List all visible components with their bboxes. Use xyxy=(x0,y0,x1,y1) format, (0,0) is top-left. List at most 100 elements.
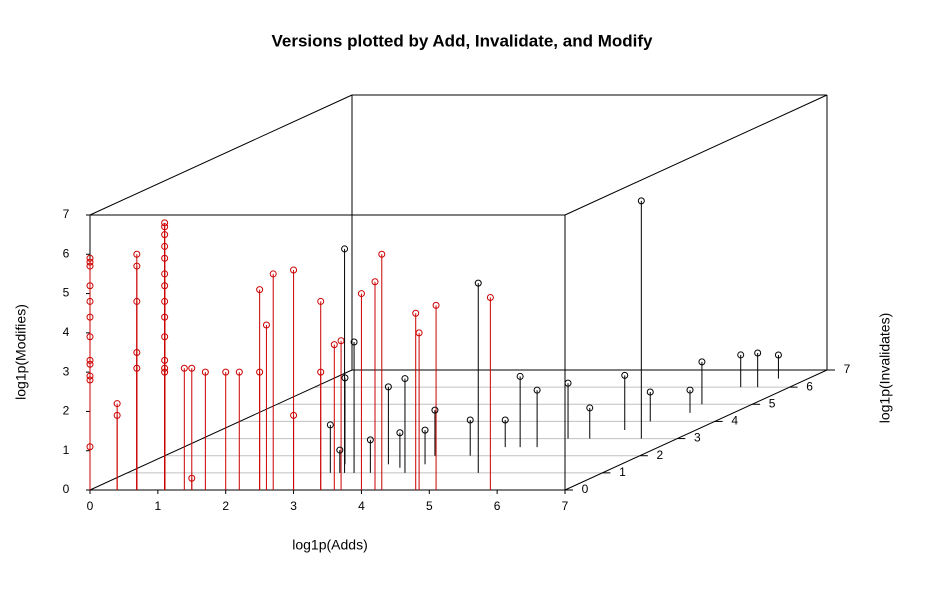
z-tick-label: 2 xyxy=(657,448,664,462)
point xyxy=(86,360,94,368)
point xyxy=(161,231,169,239)
point xyxy=(371,278,379,286)
x-tick-label: 3 xyxy=(290,499,297,513)
point xyxy=(201,368,209,376)
point xyxy=(317,368,325,376)
point xyxy=(412,309,420,317)
point xyxy=(290,411,298,419)
point xyxy=(86,333,94,341)
x-tick-label: 1 xyxy=(155,499,162,513)
point xyxy=(350,338,358,346)
point xyxy=(269,270,277,278)
point xyxy=(161,282,169,290)
point xyxy=(86,254,94,262)
y-tick-label: 4 xyxy=(63,325,70,339)
point xyxy=(486,294,494,301)
point xyxy=(86,372,94,380)
point xyxy=(86,262,94,270)
y-tick-label: 2 xyxy=(63,404,70,418)
point xyxy=(431,406,439,414)
point xyxy=(161,223,169,231)
point xyxy=(161,254,169,262)
point xyxy=(516,372,524,380)
point xyxy=(290,266,298,274)
point xyxy=(133,349,141,356)
point xyxy=(384,383,392,391)
z-tick-label: 3 xyxy=(694,431,701,445)
y-tick-label: 0 xyxy=(63,482,70,496)
point xyxy=(188,474,196,482)
point xyxy=(180,364,188,372)
point xyxy=(161,333,169,341)
x-tick-label: 6 xyxy=(494,499,501,513)
point xyxy=(698,358,706,366)
y-tick-label: 5 xyxy=(63,286,70,300)
point xyxy=(161,270,169,278)
point xyxy=(161,313,169,321)
point xyxy=(188,364,196,372)
y-tick-label: 3 xyxy=(63,364,70,378)
x-tick-label: 4 xyxy=(358,499,365,513)
point xyxy=(113,411,121,419)
y-tick-label: 7 xyxy=(63,207,70,221)
point xyxy=(161,368,169,376)
box-edge xyxy=(89,369,353,491)
point xyxy=(401,375,409,383)
point xyxy=(161,242,169,250)
y-axis-label: log1p(Modifies) xyxy=(13,304,29,400)
point xyxy=(754,349,762,357)
point xyxy=(341,245,349,253)
z-axis-label: log1p(Invalidates) xyxy=(877,313,893,424)
point xyxy=(330,341,338,349)
point xyxy=(564,379,572,387)
point xyxy=(421,426,429,434)
point xyxy=(113,400,121,408)
point xyxy=(357,290,365,298)
x-tick-label: 5 xyxy=(426,499,433,513)
z-tick-label: 7 xyxy=(844,362,851,376)
box-edge xyxy=(89,94,353,216)
point xyxy=(161,297,169,305)
point xyxy=(222,368,230,376)
point xyxy=(86,443,94,451)
point xyxy=(86,297,94,305)
chart-title: Versions plotted by Add, Invalidate, and… xyxy=(272,31,654,50)
point xyxy=(317,297,325,305)
point xyxy=(133,297,141,305)
point xyxy=(86,376,94,384)
point xyxy=(133,250,141,258)
point xyxy=(86,313,94,321)
point xyxy=(133,262,141,270)
box-edge xyxy=(564,94,828,216)
point xyxy=(262,321,270,329)
point xyxy=(161,364,169,372)
x-tick-label: 7 xyxy=(562,499,569,513)
point xyxy=(774,351,782,359)
z-tick-label: 0 xyxy=(582,482,589,496)
point xyxy=(378,250,386,258)
x-tick-label: 0 xyxy=(87,499,94,513)
point xyxy=(637,197,645,205)
point xyxy=(161,219,169,227)
point xyxy=(336,446,344,454)
point xyxy=(86,258,94,266)
point xyxy=(686,386,694,394)
point xyxy=(646,388,654,396)
z-tick-label: 5 xyxy=(769,396,776,410)
point xyxy=(133,364,141,372)
y-tick-label: 1 xyxy=(63,443,70,457)
point xyxy=(586,404,594,412)
point xyxy=(533,386,541,394)
z-tick-label: 4 xyxy=(731,414,738,428)
point xyxy=(466,416,474,424)
point xyxy=(256,286,264,294)
z-tick-label: 1 xyxy=(619,465,626,479)
point xyxy=(621,371,629,379)
y-tick-label: 6 xyxy=(63,246,70,260)
point xyxy=(161,356,169,364)
point xyxy=(256,368,264,376)
point xyxy=(341,374,349,382)
point xyxy=(86,282,94,290)
point xyxy=(86,356,94,364)
